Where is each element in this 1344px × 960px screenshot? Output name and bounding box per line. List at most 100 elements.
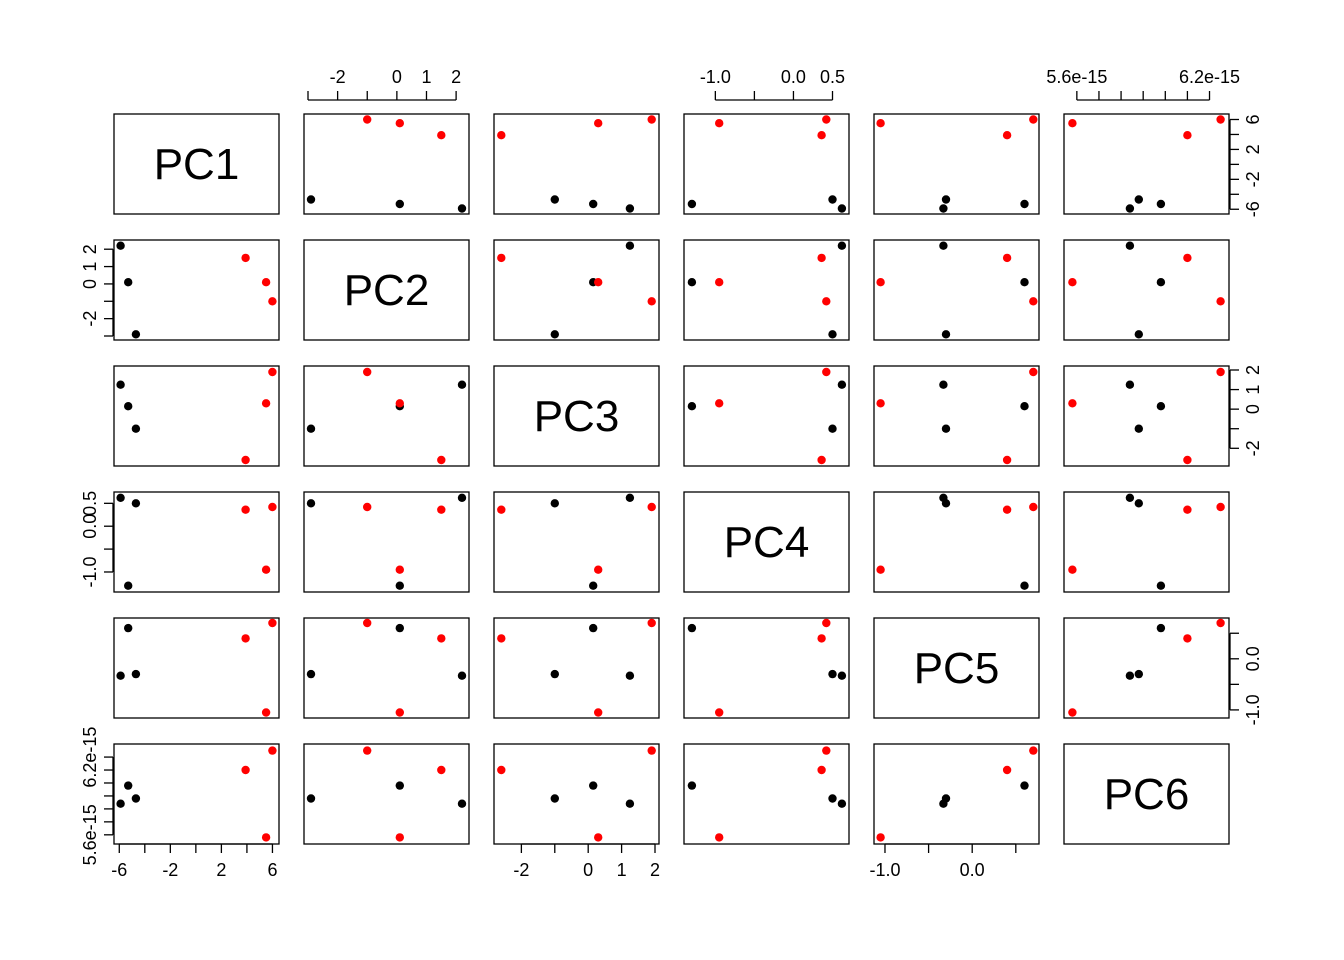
point-pc2-vs-pc3-4 (497, 253, 506, 263)
point-pc4-vs-pc6-6 (1216, 502, 1225, 512)
diagonal-label-pc2: PC2 (344, 266, 430, 315)
point-pc5-vs-pc3-5 (594, 708, 603, 717)
point-pc3-vs-pc5-1 (939, 380, 948, 389)
point-pc2-vs-pc5-1 (939, 241, 948, 250)
point-pc2-vs-pc4-3 (828, 330, 837, 339)
point-pc6-vs-pc1-1 (116, 799, 125, 808)
point-pc5-vs-pc1-3 (131, 669, 141, 679)
left-tick-label-pc2-5: 2 (80, 244, 100, 254)
point-pc4-vs-pc1-5 (261, 565, 271, 574)
panel-frame-pc1-pc5 (873, 113, 1040, 215)
point-pc5-vs-pc4-6 (822, 618, 831, 628)
point-pc6-vs-pc3-3 (550, 794, 559, 803)
panel-frame-pc2-pc4 (683, 239, 850, 341)
point-pc5-vs-pc3-3 (550, 669, 559, 679)
point-pc3-vs-pc6-1 (1125, 380, 1135, 389)
point-pc4-vs-pc6-4 (1183, 505, 1192, 514)
point-pc5-vs-pc2-4 (437, 634, 446, 643)
panel-frame-pc2-pc5 (873, 239, 1040, 341)
point-pc2-vs-pc6-5 (1068, 278, 1077, 287)
point-pc2-vs-pc5-5 (876, 278, 885, 287)
point-pc2-vs-pc1-6 (268, 297, 277, 306)
point-pc1-vs-pc5-2 (1020, 199, 1029, 209)
point-pc6-vs-pc3-1 (625, 799, 635, 808)
right-tick-label-pc1-6: 6 (1243, 114, 1263, 124)
panel-frame-pc5-pc1 (113, 617, 280, 719)
point-pc6-vs-pc2-3 (306, 794, 316, 803)
point-pc5-vs-pc4-1 (837, 671, 847, 680)
point-pc2-vs-pc4-5 (715, 278, 724, 287)
left-tick-label-pc4-2: 0.0 (80, 514, 100, 539)
top-tick-label-pc2-3: 0 (392, 67, 402, 87)
point-pc1-vs-pc6-2 (1156, 199, 1166, 209)
point-pc2-vs-pc3-5 (594, 278, 603, 287)
top-tick-label-pc6-6: 6.2e-15 (1179, 67, 1240, 87)
panel-frame-pc1-pc6 (1063, 113, 1230, 215)
panel-frame-pc5-pc3 (493, 617, 660, 719)
point-pc3-vs-pc6-5 (1068, 399, 1077, 408)
diagonal-label-pc4: PC4 (724, 518, 810, 567)
point-pc4-vs-pc3-2 (589, 581, 598, 590)
bottom-tick-label-pc5-0: -1.0 (869, 860, 900, 880)
point-pc2-vs-pc1-5 (261, 278, 271, 287)
panel-frame-pc2-pc6 (1063, 239, 1230, 341)
panel-frame-pc2-pc1 (113, 239, 280, 341)
panel-frame-pc5-pc4 (683, 617, 850, 719)
point-pc2-vs-pc3-6 (647, 297, 656, 306)
point-pc4-vs-pc6-3 (1134, 499, 1144, 508)
panel-frame-pc3-pc4 (683, 365, 850, 467)
point-pc3-vs-pc4-6 (822, 367, 831, 377)
point-pc3-vs-pc1-1 (116, 380, 125, 389)
point-pc6-vs-pc4-2 (687, 781, 697, 790)
point-pc1-vs-pc4-5 (715, 119, 724, 128)
bottom-tick-label-pc3-0: -2 (513, 860, 529, 880)
point-pc6-vs-pc5-3 (941, 794, 951, 803)
point-pc6-vs-pc2-2 (395, 781, 404, 790)
panel-frame-pc4-pc6 (1063, 491, 1230, 593)
point-pc3-vs-pc2-1 (457, 380, 467, 389)
point-pc2-vs-pc5-2 (1020, 278, 1029, 287)
right-tick-label-pc5-0: -1.0 (1243, 694, 1263, 725)
point-pc3-vs-pc1-5 (261, 399, 271, 408)
point-pc6-vs-pc4-4 (817, 765, 826, 775)
point-pc1-vs-pc4-1 (837, 204, 847, 213)
point-pc5-vs-pc2-1 (457, 671, 467, 680)
right-tick-label-pc1-2: -2 (1243, 171, 1263, 187)
point-pc6-vs-pc4-5 (715, 833, 724, 842)
point-pc2-vs-pc3-1 (625, 241, 635, 250)
top-tick-label-pc2-4: 1 (421, 67, 431, 87)
right-tick-label-pc3-2: 0 (1243, 404, 1263, 414)
panel-frame-pc6-pc2 (303, 743, 470, 845)
top-tick-label-pc2-5: 2 (451, 67, 461, 87)
point-pc2-vs-pc1-1 (116, 241, 125, 250)
point-pc6-vs-pc4-1 (837, 799, 847, 808)
point-pc6-vs-pc2-1 (457, 799, 467, 808)
point-pc6-vs-pc1-6 (268, 746, 277, 755)
point-pc6-vs-pc1-3 (131, 794, 141, 803)
top-tick-label-pc4-3: 0.5 (820, 67, 845, 87)
point-pc5-vs-pc3-6 (647, 618, 656, 628)
bottom-tick-label-pc1-4: 2 (216, 860, 226, 880)
point-pc4-vs-pc6-1 (1125, 493, 1135, 502)
point-pc4-vs-pc2-1 (457, 493, 467, 502)
point-pc6-vs-pc3-5 (594, 833, 603, 842)
point-pc3-vs-pc5-5 (876, 399, 885, 408)
point-pc4-vs-pc2-2 (395, 581, 404, 590)
panel-frame-pc4-pc4 (683, 491, 850, 593)
point-pc3-vs-pc4-4 (817, 455, 826, 465)
point-pc1-vs-pc6-6 (1216, 115, 1225, 124)
point-pc3-vs-pc5-3 (941, 424, 951, 433)
point-pc6-vs-pc3-6 (647, 746, 656, 755)
point-pc1-vs-pc2-1 (457, 204, 467, 213)
panel-frame-pc3-pc6 (1063, 365, 1230, 467)
panel-frame-pc5-pc6 (1063, 617, 1230, 719)
panel-frame-pc3-pc5 (873, 365, 1040, 467)
point-pc1-vs-pc3-5 (594, 119, 603, 128)
point-pc3-vs-pc2-5 (395, 399, 404, 408)
right-tick-label-pc1-4: 2 (1243, 144, 1263, 154)
diagonal-label-pc1: PC1 (154, 140, 240, 189)
point-pc2-vs-pc6-1 (1125, 241, 1135, 250)
point-pc4-vs-pc6-5 (1068, 565, 1077, 574)
point-pc6-vs-pc1-5 (261, 833, 271, 842)
